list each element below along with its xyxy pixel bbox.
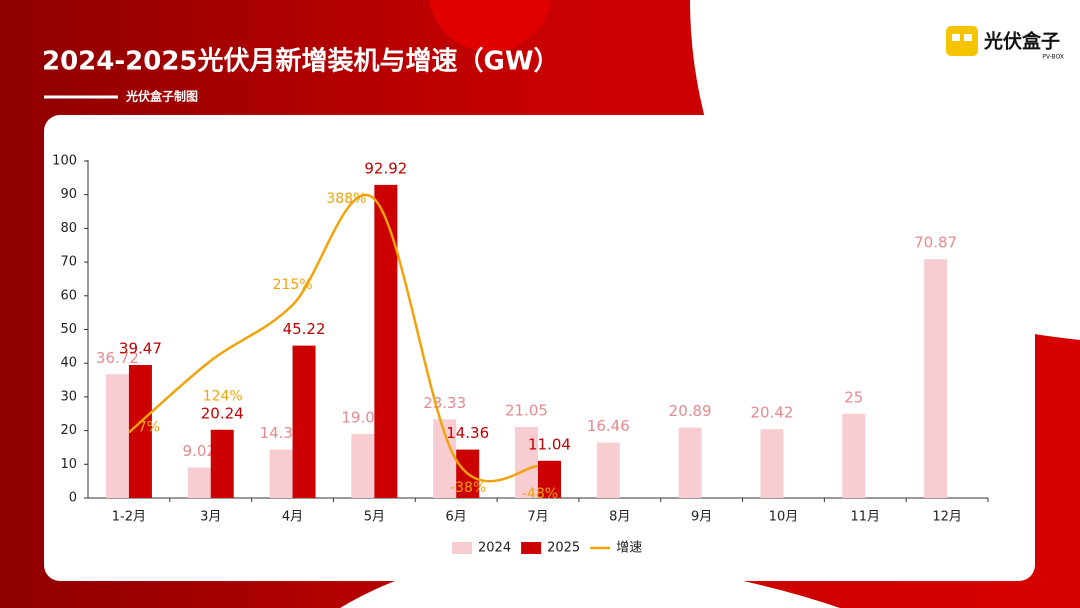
y-tick-label: 40 — [60, 356, 77, 371]
bar-label: 23.33 — [423, 394, 466, 412]
growth-label: 7% — [138, 419, 160, 435]
bar — [269, 449, 293, 498]
x-tick-label: 6月 — [446, 510, 467, 525]
bar-label: 9.02 — [183, 442, 216, 460]
bar — [187, 467, 211, 498]
bar-label: 21.05 — [505, 402, 548, 420]
bar — [105, 374, 129, 498]
x-tick-label: 7月 — [527, 510, 548, 525]
y-tick-label: 60 — [60, 288, 77, 303]
bar-label: 25 — [844, 388, 863, 406]
x-tick-label: 8月 — [609, 510, 630, 525]
growth-line — [128, 194, 539, 483]
x-tick-label: 4月 — [282, 510, 303, 525]
x-tick-label: 12月 — [932, 510, 962, 525]
bar-label: 36.72 — [96, 349, 139, 367]
x-tick-label: 1-2月 — [112, 510, 146, 525]
growth-label: -48% — [522, 486, 558, 502]
y-tick-label: 90 — [60, 187, 77, 202]
legend-swatch — [452, 542, 472, 554]
logo-sub: PV-BOX — [1042, 54, 1064, 61]
bar — [842, 413, 866, 498]
bar — [374, 184, 398, 498]
logo-eye — [964, 34, 972, 41]
legend-label: 2025 — [547, 541, 580, 556]
y-tick-label: 30 — [60, 389, 77, 404]
bar-label: 11.04 — [528, 435, 571, 453]
bar-label: 20.42 — [750, 404, 793, 422]
bar — [538, 460, 561, 498]
x-tick-label: 5月 — [364, 510, 385, 525]
chart-subtitle: 光伏盒子制图 — [125, 89, 198, 104]
bar-label: 14.36 — [446, 424, 489, 442]
bar — [292, 345, 316, 498]
bar — [515, 427, 538, 498]
x-tick-label: 10月 — [769, 510, 799, 525]
bar — [924, 259, 948, 498]
growth-label: -38% — [450, 480, 486, 496]
bar — [760, 429, 784, 498]
x-tick-label: 3月 — [200, 510, 221, 525]
growth-label: 124% — [203, 389, 243, 405]
bar — [678, 427, 702, 498]
bar — [433, 419, 457, 498]
x-tick-label: 9月 — [691, 510, 712, 525]
bar-label: 16.46 — [587, 417, 630, 435]
logo-icon — [946, 26, 978, 56]
bar-label: 19.04 — [341, 408, 384, 426]
bar-label: 92.92 — [364, 159, 407, 177]
y-tick-label: 80 — [60, 221, 77, 236]
logo-name: 光伏盒子 — [983, 30, 1060, 53]
growth-label: 388% — [326, 191, 366, 207]
bar-label: 14.37 — [260, 424, 303, 442]
bar — [210, 429, 234, 498]
bar-label: 20.24 — [201, 404, 244, 422]
bar — [596, 442, 620, 498]
bg-circle — [428, 0, 552, 52]
bar — [128, 364, 152, 498]
bar-label: 20.89 — [669, 402, 712, 420]
chart-title: 2024-2025光伏月新增装机与增速（GW） — [42, 46, 560, 77]
y-tick-label: 20 — [60, 423, 77, 438]
y-tick-label: 50 — [60, 322, 77, 337]
y-tick-label: 10 — [60, 457, 77, 472]
bar-label: 45.22 — [283, 320, 326, 338]
y-tick-label: 70 — [60, 255, 77, 270]
y-tick-label: 100 — [52, 154, 77, 169]
legend-swatch — [521, 542, 542, 554]
logo-eye — [952, 34, 960, 41]
legend-label: 增速 — [616, 541, 642, 556]
bar-label: 70.87 — [914, 234, 957, 252]
bar-label: 39.47 — [119, 339, 162, 357]
growth-label: 215% — [273, 277, 313, 293]
legend-label: 2024 — [478, 541, 511, 556]
x-tick-label: 11月 — [850, 510, 880, 525]
bar — [351, 433, 375, 498]
y-tick-label: 0 — [69, 491, 77, 506]
